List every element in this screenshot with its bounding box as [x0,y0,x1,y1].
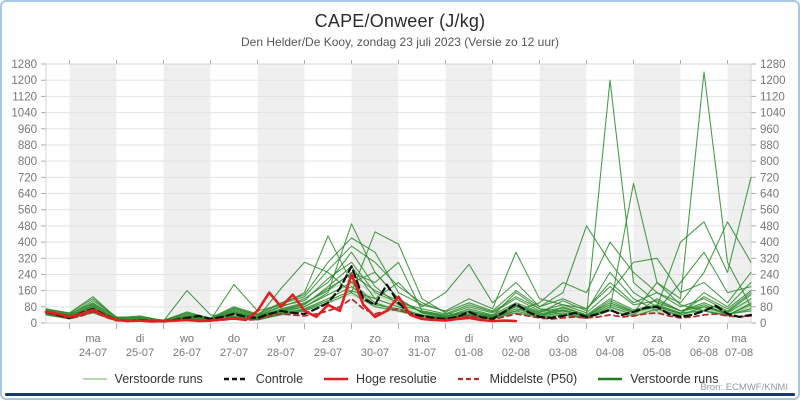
svg-text:24-07: 24-07 [79,347,107,359]
svg-text:di: di [136,333,145,345]
svg-text:640: 640 [18,189,37,201]
svg-text:do: do [228,333,240,345]
svg-text:1120: 1120 [12,91,37,103]
svg-text:wo: wo [179,333,194,345]
svg-text:1040: 1040 [760,108,786,120]
svg-text:04-08: 04-08 [596,347,624,359]
svg-text:800: 800 [760,156,779,168]
legend-item-4: Verstoorde runs [597,372,718,386]
svg-text:1200: 1200 [760,75,786,87]
svg-text:1200: 1200 [11,75,37,87]
svg-text:480: 480 [18,221,37,233]
svg-text:560: 560 [18,205,37,217]
legend-line-swatch [598,377,623,381]
svg-text:960: 960 [760,124,779,136]
svg-text:0: 0 [760,318,766,330]
svg-text:240: 240 [760,269,779,281]
svg-text:vr: vr [605,333,615,345]
legend-label: Middelste (P50) [489,372,578,386]
svg-text:ma: ma [731,333,747,345]
svg-text:0: 0 [31,318,37,330]
svg-text:1280: 1280 [11,59,37,71]
svg-text:720: 720 [760,172,779,184]
svg-text:1280: 1280 [760,59,786,71]
svg-text:160: 160 [760,286,779,298]
bottom-accent-bar [5,393,795,396]
svg-text:240: 240 [18,269,37,281]
svg-text:960: 960 [18,124,37,136]
svg-text:31-07: 31-07 [408,347,436,359]
legend-line-swatch [324,377,349,381]
svg-text:wo: wo [508,333,523,345]
svg-text:400: 400 [18,237,37,249]
legend-label: Verstoorde runs [630,372,719,386]
svg-text:29-07: 29-07 [314,347,342,359]
chart-title: CAPE/Onweer (J/kg) [314,11,486,31]
svg-text:1120: 1120 [760,91,785,103]
svg-text:80: 80 [760,302,773,314]
legend-line-swatch [457,377,482,381]
legend: Verstoorde runs Controle Hoge resolutie Mid… [2,372,798,386]
legend-item-2: Hoge resolutie [323,372,437,386]
chart-subtitle: Den Helder/De Kooy, zondag 23 juli 2023 … [241,35,559,49]
legend-item-0: Verstoorde runs [82,372,203,386]
source-credit: Bron: ECMWF/KNMI [700,382,788,393]
svg-text:480: 480 [760,221,779,233]
legend-line-swatch [223,377,248,381]
svg-text:25-07: 25-07 [126,347,154,359]
svg-text:640: 640 [760,189,779,201]
legend-item-3: Middelste (P50) [457,372,578,386]
svg-text:ma: ma [414,333,430,345]
svg-text:80: 80 [24,302,37,314]
svg-text:30-07: 30-07 [361,347,389,359]
svg-text:28-07: 28-07 [267,347,295,359]
svg-text:07-08: 07-08 [725,347,753,359]
svg-text:zo: zo [698,333,710,345]
svg-text:za: za [651,333,664,345]
svg-text:26-07: 26-07 [173,347,201,359]
svg-text:320: 320 [18,253,37,265]
legend-label: Verstoorde runs [114,372,203,386]
svg-text:27-07: 27-07 [220,347,248,359]
svg-text:do: do [557,333,569,345]
svg-text:06-08: 06-08 [690,347,718,359]
svg-text:05-08: 05-08 [643,347,671,359]
legend-item-1: Controle [223,372,303,386]
legend-label: Hoge resolutie [356,372,437,386]
svg-text:320: 320 [760,253,779,265]
svg-text:400: 400 [760,237,779,249]
svg-text:160: 160 [18,286,37,298]
svg-text:za: za [322,333,335,345]
svg-text:560: 560 [760,205,779,217]
svg-text:720: 720 [18,172,37,184]
svg-text:880: 880 [760,140,779,152]
legend-label: Controle [255,372,304,386]
legend-line-swatch [82,378,107,380]
svg-text:zo: zo [369,333,381,345]
svg-text:800: 800 [18,156,37,168]
svg-text:ma: ma [85,333,101,345]
svg-text:vr: vr [276,333,286,345]
svg-text:03-08: 03-08 [549,347,577,359]
svg-text:880: 880 [18,140,37,152]
svg-text:1040: 1040 [11,108,37,120]
svg-text:di: di [465,333,474,345]
svg-text:02-08: 02-08 [502,347,530,359]
svg-text:01-08: 01-08 [455,347,483,359]
